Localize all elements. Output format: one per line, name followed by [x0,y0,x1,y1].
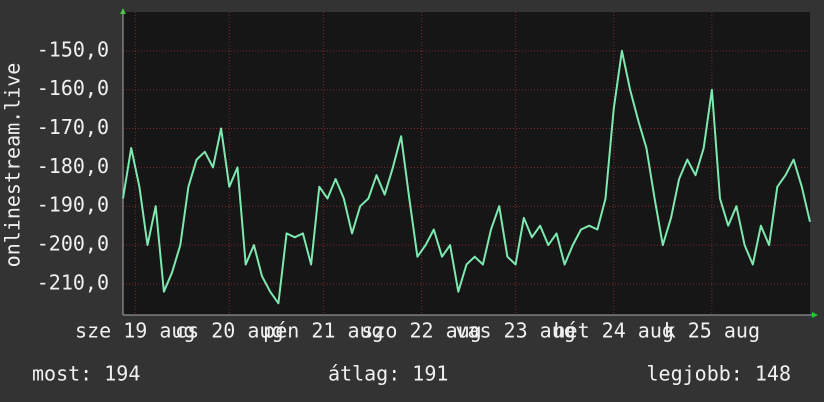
y-tick-label: -190,0 [37,193,109,217]
stat-average: átlag: 191 [328,362,448,386]
y-tick-label: -170,0 [37,115,109,139]
y-tick-label: -210,0 [37,270,109,294]
y-axis-label: onlinestream.live [1,63,25,268]
x-tick-label: hét 24 aug [554,319,674,343]
x-tick-label: vas 23 aug [455,319,575,343]
y-tick-label: -150,0 [37,37,109,61]
x-tick-label: pén 21 aug [263,319,383,343]
axis-arrow [812,312,818,318]
y-tick-label: -160,0 [37,76,109,100]
stat-now: most: 194 [32,362,140,386]
y-tick-label: -200,0 [37,232,109,256]
stat-best: legjobb: 148 [647,362,792,386]
x-tick-label: sze 19 aug [75,319,195,343]
x-tick-label: szo 22 aug [361,319,481,343]
y-tick-label: -180,0 [37,154,109,178]
data-line [122,49,811,305]
x-tick-label: cs 20 aug [175,319,283,343]
x-tick-label: k 25 aug [664,319,760,343]
